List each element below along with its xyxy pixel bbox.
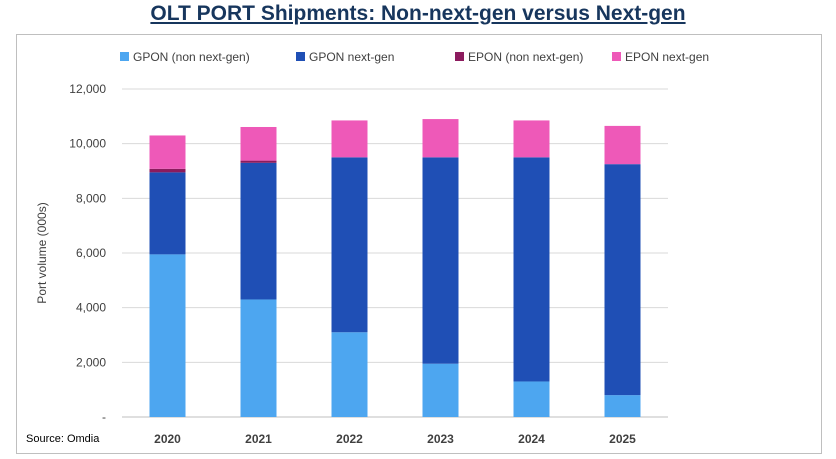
bar-segment <box>149 172 186 255</box>
x-tick-label: 2024 <box>518 432 545 446</box>
bar-segment <box>240 160 277 163</box>
y-tick-label: - <box>102 410 106 424</box>
y-tick-label: 8,000 <box>76 191 106 205</box>
bar-segment <box>604 164 641 396</box>
bar-segment <box>422 119 459 158</box>
y-tick-label: 4,000 <box>76 301 106 315</box>
legend-swatch <box>612 52 621 61</box>
bar-segment <box>604 395 641 417</box>
y-tick-label: 12,000 <box>69 82 106 96</box>
legend-label: EPON next-gen <box>625 50 709 64</box>
source-note: Source: Omdia <box>26 433 100 445</box>
bar-segment <box>331 332 368 417</box>
y-tick-label: 6,000 <box>76 246 106 260</box>
legend-label: GPON (non next-gen) <box>133 50 250 64</box>
legend-swatch <box>455 52 464 61</box>
x-tick-label: 2025 <box>609 432 636 446</box>
x-tick-label: 2020 <box>154 432 181 446</box>
bar-segment <box>513 157 550 382</box>
bar-segment <box>331 157 368 333</box>
x-tick-label: 2021 <box>245 432 272 446</box>
legend-swatch <box>120 52 129 61</box>
x-tick-label: 2023 <box>427 432 454 446</box>
x-tick-label: 2022 <box>336 432 363 446</box>
bar-segment <box>149 254 186 417</box>
legend-swatch <box>296 52 305 61</box>
bar-segment <box>240 126 277 161</box>
page-title: OLT PORT Shipments: Non-next-gen versus … <box>150 2 686 25</box>
bar-segment <box>149 135 186 169</box>
bar-segment <box>149 168 186 173</box>
y-tick-label: 10,000 <box>69 137 106 151</box>
bar-segment <box>240 162 277 300</box>
bar-segment <box>240 299 277 417</box>
legend-label: EPON (non next-gen) <box>468 50 583 64</box>
bar-segment <box>513 381 550 417</box>
bar-segment <box>422 363 459 417</box>
legend-label: GPON next-gen <box>309 50 394 64</box>
y-tick-label: 2,000 <box>76 355 106 369</box>
bar-segment <box>604 125 641 165</box>
y-axis-label: Port volume (000s) <box>35 202 49 303</box>
bar-segment <box>422 157 459 364</box>
bar-segment <box>513 120 550 158</box>
bar-segment <box>331 120 368 158</box>
